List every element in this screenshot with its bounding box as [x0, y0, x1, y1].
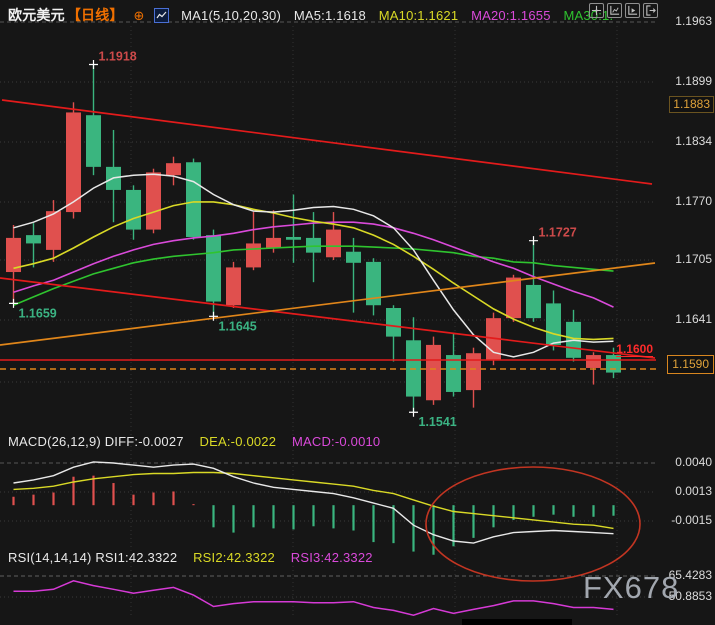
rsi-line [13, 580, 614, 616]
candle-body [86, 115, 101, 167]
rsi-legend: RSI(14,14,14) RSI1:42.3322 RSI2:42.3322 … [8, 550, 385, 565]
cross-marker [9, 298, 18, 308]
price-axis-label: 1.1899 [675, 74, 712, 88]
candle-body [66, 112, 81, 213]
rsi-axis-label: 65.4283 [668, 568, 712, 582]
macd-diff-value: MACD(26,12,9) DIFF:-0.0027 [8, 434, 184, 449]
trendline [1, 99, 653, 185]
candle-body [606, 355, 621, 373]
macd-value: MACD:-0.0010 [291, 434, 381, 449]
ma20-value: MA20:1.1655 [471, 8, 551, 23]
macd-diff-line [13, 461, 614, 544]
candle-body [246, 243, 261, 268]
chart-toolbar [589, 3, 658, 18]
candle-body [466, 353, 481, 391]
cross-marker [409, 407, 418, 417]
price-axis-label: 1.1705 [675, 252, 712, 266]
price-marker-label: 1.1659 [19, 306, 57, 320]
period-label[interactable]: 【日线】 [66, 7, 124, 23]
fx678-watermark: FX678 [583, 570, 680, 605]
highlight-ellipse [425, 466, 641, 582]
rsi1-value: RSI(14,14,14) RSI1:42.3322 [8, 550, 178, 565]
candle-body [126, 189, 141, 230]
ma-indicator-label[interactable]: MA1(5,10,20,30) [181, 8, 281, 23]
price-marker-label: 1.1541 [419, 415, 457, 429]
ma5-value: MA5:1.1618 [293, 8, 366, 23]
macd-dea-line [13, 471, 614, 530]
ma20-line [13, 221, 614, 308]
candle-body [286, 236, 301, 240]
candle-body [26, 235, 41, 244]
candle-body [526, 284, 541, 319]
candle-body [146, 172, 161, 230]
candle-body [306, 237, 321, 253]
candle-body [366, 261, 381, 306]
candle-body [346, 251, 361, 263]
price-axis-label: 1.1770 [675, 194, 712, 208]
price-marker-label: 1.1918 [99, 49, 137, 63]
candle-body [586, 355, 601, 368]
price-marker-label: 1.1645 [219, 319, 257, 333]
axis-scale-chart-button[interactable] [607, 3, 622, 18]
ma10-value: MA10:1.1621 [378, 8, 459, 23]
cross-marker [529, 236, 538, 246]
candle-body [426, 344, 441, 401]
macd-legend: MACD(26,12,9) DIFF:-0.0027 DEA:-0.0022 M… [8, 434, 392, 449]
rsi-axis-label: 50.8853 [668, 589, 712, 603]
cross-marker [89, 59, 98, 69]
candle-body [386, 308, 401, 337]
candle-body [326, 229, 341, 258]
candlestick-chart-icon[interactable] [154, 8, 170, 23]
rsi2-value: RSI2:42.3322 [193, 550, 275, 565]
candle-body [446, 355, 461, 392]
trendline [0, 277, 656, 359]
price-axis-label: 1.1963 [675, 14, 712, 28]
ma5-line [13, 173, 614, 358]
candle-body [226, 267, 241, 306]
play-chart-button[interactable] [625, 3, 640, 18]
candle-body [506, 277, 521, 319]
chart-header: 欧元美元 【日线】 ⊕ MA1(5,10,20,30) MA5:1.1618 MA… [8, 5, 613, 25]
pan-move-button[interactable] [589, 3, 604, 18]
trendline [0, 262, 656, 346]
cross-marker [209, 311, 218, 321]
scrollbar-thumb[interactable] [462, 619, 572, 625]
symbol-title: 欧元美元 [8, 7, 65, 23]
candle-body [6, 237, 21, 273]
ma30-value: MA30:1. [563, 8, 614, 23]
price-level-tag: 1.1883 [669, 96, 714, 113]
candle-body [186, 162, 201, 237]
ma10-line [13, 201, 614, 341]
rsi3-value: RSI3:42.3322 [290, 550, 373, 565]
candle-body [546, 303, 561, 345]
plus-circle-icon[interactable]: ⊕ [133, 8, 145, 23]
price-axis-label: 1.1834 [675, 134, 712, 148]
macd-axis-label: -0.0015 [671, 513, 712, 527]
candle-body [266, 237, 281, 249]
exit-chart-button[interactable] [643, 3, 658, 18]
ma30-line [13, 245, 614, 306]
price-marker-label: 1.1727 [539, 226, 577, 240]
candle-body [206, 235, 221, 302]
price-level-tag: 1.1590 [667, 355, 714, 374]
candle-body [166, 163, 181, 176]
current-price-label: 1.1600 [616, 342, 653, 357]
candle-body [46, 211, 61, 250]
macd-axis-label: 0.0040 [675, 455, 712, 469]
macd-dea-value: DEA:-0.0022 [199, 434, 277, 449]
macd-axis-label: 0.0013 [675, 484, 712, 498]
price-axis-label: 1.1641 [675, 312, 712, 326]
